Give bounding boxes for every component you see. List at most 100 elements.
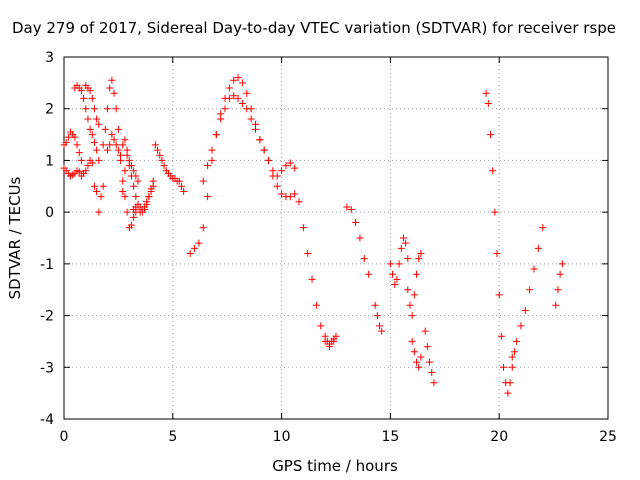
data-point <box>417 250 425 258</box>
data-point <box>273 172 281 180</box>
data-point <box>134 177 142 185</box>
data-point <box>225 84 233 92</box>
data-point <box>95 120 103 128</box>
data-point <box>238 79 246 87</box>
y-tick-label: -1 <box>40 257 54 273</box>
data-point <box>408 312 416 320</box>
data-point <box>521 306 529 314</box>
data-point <box>82 167 90 175</box>
data-point <box>141 206 149 214</box>
data-point <box>426 358 434 366</box>
data-point <box>371 301 379 309</box>
series-sat-n <box>371 301 386 335</box>
data-point <box>397 244 405 252</box>
data-point <box>149 177 157 185</box>
data-point <box>95 208 103 216</box>
data-point <box>347 206 355 214</box>
data-point <box>534 244 542 252</box>
data-point <box>269 167 277 175</box>
series-sat-p <box>404 250 425 320</box>
data-point <box>413 270 421 278</box>
data-point <box>110 89 118 97</box>
series-sat-e <box>99 76 140 232</box>
series-sat-t <box>508 224 547 361</box>
data-point <box>278 167 286 175</box>
data-point <box>119 177 127 185</box>
data-point <box>243 105 251 113</box>
data-point <box>482 89 490 97</box>
data-points <box>60 74 566 397</box>
data-point <box>101 125 109 133</box>
data-point <box>114 125 122 133</box>
data-point <box>112 141 120 149</box>
data-point <box>82 105 90 113</box>
y-tick-label: 2 <box>45 102 54 118</box>
data-point <box>352 218 360 226</box>
data-point <box>491 208 499 216</box>
data-point <box>97 193 105 201</box>
data-point <box>428 368 436 376</box>
data-point <box>508 363 516 371</box>
data-point <box>156 151 164 159</box>
data-point <box>191 244 199 252</box>
data-point <box>399 234 407 242</box>
series-sat-u <box>552 260 566 309</box>
data-point <box>395 260 403 268</box>
plot-frame <box>63 56 609 420</box>
data-point <box>147 185 155 193</box>
data-point <box>273 182 281 190</box>
data-point <box>80 94 88 102</box>
data-point <box>117 151 125 159</box>
series-sat-r <box>421 327 438 387</box>
data-point <box>204 162 212 170</box>
data-point <box>217 115 225 123</box>
data-point <box>510 348 518 356</box>
data-point <box>256 136 264 144</box>
x-tick-label: 0 <box>60 429 69 445</box>
data-point <box>221 105 229 113</box>
data-point <box>517 322 525 330</box>
data-point <box>208 146 216 154</box>
data-point <box>406 301 414 309</box>
data-point <box>332 332 340 340</box>
data-point <box>308 275 316 283</box>
data-point <box>286 159 294 167</box>
data-point <box>93 146 101 154</box>
data-point <box>160 162 168 170</box>
data-point <box>230 76 238 84</box>
data-point <box>504 389 512 397</box>
data-point <box>77 156 85 164</box>
series-sat-m <box>343 203 373 278</box>
data-point <box>343 203 351 211</box>
data-point <box>158 156 166 164</box>
data-point <box>127 221 135 229</box>
data-point <box>552 301 560 309</box>
data-point <box>71 133 79 141</box>
x-tick-label: 5 <box>168 429 177 445</box>
data-point <box>125 162 133 170</box>
data-point <box>108 76 116 84</box>
data-point <box>145 193 153 201</box>
data-point <box>391 281 399 289</box>
data-point <box>130 182 138 190</box>
data-point <box>489 167 497 175</box>
series-sat-q <box>408 337 425 371</box>
data-point <box>154 146 162 154</box>
data-point <box>212 131 220 139</box>
data-point <box>415 255 423 263</box>
data-point <box>110 136 118 144</box>
data-point <box>234 94 242 102</box>
data-point <box>143 200 151 208</box>
data-point <box>373 312 381 320</box>
data-point <box>260 146 268 154</box>
data-point <box>195 239 203 247</box>
data-point <box>404 286 412 294</box>
data-point <box>393 275 401 283</box>
data-point <box>119 187 127 195</box>
data-point <box>404 255 412 263</box>
data-point <box>506 379 514 387</box>
data-point <box>86 125 94 133</box>
data-point <box>90 138 98 146</box>
series-sat-i <box>151 141 188 195</box>
